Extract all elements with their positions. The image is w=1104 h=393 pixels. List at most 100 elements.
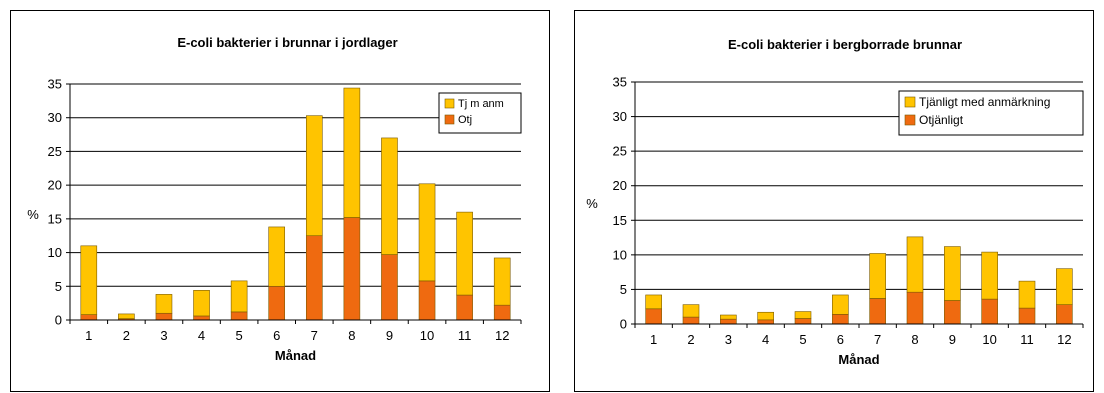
- bar-lower: [832, 314, 849, 325]
- bar-upper: [1018, 280, 1036, 309]
- y-axis-label: %: [586, 196, 598, 211]
- bar-lower: [906, 291, 924, 325]
- x-tick-label: 6: [837, 332, 844, 347]
- y-tick-label: 15: [613, 213, 627, 228]
- legend-label: Tjänligt med anmärkning: [919, 95, 1050, 109]
- bar-lower: [155, 312, 173, 321]
- x-tick-label: 1: [85, 328, 92, 343]
- y-tick-label: 35: [48, 77, 62, 92]
- x-tick-label: 12: [495, 328, 509, 343]
- bar-upper: [418, 183, 436, 282]
- bar-upper: [869, 253, 886, 299]
- x-tick-label: 8: [348, 328, 355, 343]
- y-tick-label: 0: [620, 317, 627, 332]
- x-tick-label: 12: [1057, 332, 1071, 347]
- bar-upper: [1056, 268, 1073, 305]
- bar-lower: [381, 254, 398, 321]
- y-tick-label: 10: [613, 247, 627, 262]
- bar-upper: [230, 280, 248, 313]
- bar-lower: [981, 298, 998, 325]
- bar-upper: [645, 294, 662, 310]
- y-tick-label: 20: [613, 178, 627, 193]
- bar-upper: [720, 314, 737, 320]
- bar-lower: [1018, 307, 1036, 325]
- chart-title: E-coli bakterier i brunnar i jordlager: [177, 35, 397, 50]
- x-tick-label: 3: [160, 328, 167, 343]
- y-tick-label: 30: [613, 109, 627, 124]
- y-tick-label: 5: [55, 279, 62, 294]
- legend-swatch: [904, 96, 916, 108]
- bar-upper: [193, 290, 210, 317]
- bar-upper: [944, 246, 961, 301]
- y-tick-label: 15: [48, 211, 62, 226]
- x-tick-label: 5: [799, 332, 806, 347]
- x-tick-label: 10: [982, 332, 996, 347]
- bar-upper: [381, 137, 398, 255]
- bar-upper: [155, 294, 173, 314]
- bar-upper: [268, 226, 286, 287]
- bar-lower: [456, 294, 473, 321]
- legend-swatch: [904, 114, 916, 126]
- y-tick-label: 0: [55, 313, 62, 328]
- bar-upper: [118, 313, 135, 319]
- x-tick-label: 3: [725, 332, 732, 347]
- legend-label: Tj m anm: [458, 98, 504, 110]
- y-tick-label: 10: [48, 245, 62, 260]
- bar-lower: [305, 235, 323, 321]
- bar-lower: [80, 314, 98, 321]
- x-tick-label: 9: [386, 328, 393, 343]
- y-tick-label: 25: [48, 144, 62, 159]
- y-tick-label: 20: [48, 178, 62, 193]
- bar-upper: [981, 251, 998, 300]
- x-tick-label: 4: [762, 332, 769, 347]
- bar-lower: [230, 311, 248, 321]
- x-tick-label: 7: [311, 328, 318, 343]
- x-tick-label: 7: [874, 332, 881, 347]
- x-tick-label: 9: [949, 332, 956, 347]
- y-axis-label: %: [27, 207, 39, 222]
- x-tick-label: 11: [1020, 332, 1034, 347]
- bar-lower: [944, 300, 961, 325]
- bar-lower: [682, 316, 700, 325]
- bar-upper: [794, 311, 812, 319]
- y-tick-label: 30: [48, 110, 62, 125]
- legend-swatch: [444, 98, 455, 109]
- bar-lower: [418, 280, 436, 321]
- bar-upper: [456, 211, 473, 296]
- chart-panel-right: E-coli bakterier i bergborrade brunnar 0 5…: [574, 10, 1094, 392]
- x-axis-label: Månad: [275, 348, 316, 363]
- bar-upper: [80, 245, 98, 315]
- bar-lower: [493, 304, 511, 321]
- x-tick-label: 2: [687, 332, 694, 347]
- chart-right-svg: E-coli bakterier i bergborrade brunnar 0 5…: [586, 37, 1084, 367]
- y-tick-label: 25: [613, 144, 627, 159]
- y-tick-label: 35: [613, 75, 627, 90]
- bar-lower: [869, 298, 886, 325]
- legend-label: Otj: [458, 114, 472, 126]
- bar-upper: [343, 87, 361, 218]
- bar-upper: [757, 311, 774, 321]
- y-tick-label: 5: [620, 282, 627, 297]
- chart-panel-left: E-coli bakterier i brunnar i jordlager 0 5…: [10, 10, 550, 392]
- x-tick-label: 4: [198, 328, 205, 343]
- bar-lower: [794, 318, 812, 325]
- legend-swatch: [444, 114, 455, 125]
- bar-upper: [906, 236, 924, 293]
- bar-lower: [1056, 304, 1073, 325]
- bar-lower: [645, 308, 662, 325]
- bar-upper: [832, 294, 849, 315]
- x-tick-label: 2: [123, 328, 130, 343]
- bar-upper: [305, 115, 323, 237]
- chart-title: E-coli bakterier i bergborrade brunnar: [728, 37, 962, 52]
- bar-lower: [757, 319, 774, 325]
- bar-lower: [193, 315, 210, 321]
- legend-box: [898, 90, 1084, 136]
- x-tick-label: 8: [911, 332, 918, 347]
- legend-label: Otjänligt: [919, 113, 964, 127]
- x-tick-label: 6: [273, 328, 280, 343]
- chart-left-svg: E-coli bakterier i brunnar i jordlager 0 5…: [27, 35, 522, 363]
- bar-upper: [493, 257, 511, 306]
- bar-upper: [682, 304, 700, 318]
- bar-lower: [268, 285, 286, 321]
- x-tick-label: 5: [236, 328, 243, 343]
